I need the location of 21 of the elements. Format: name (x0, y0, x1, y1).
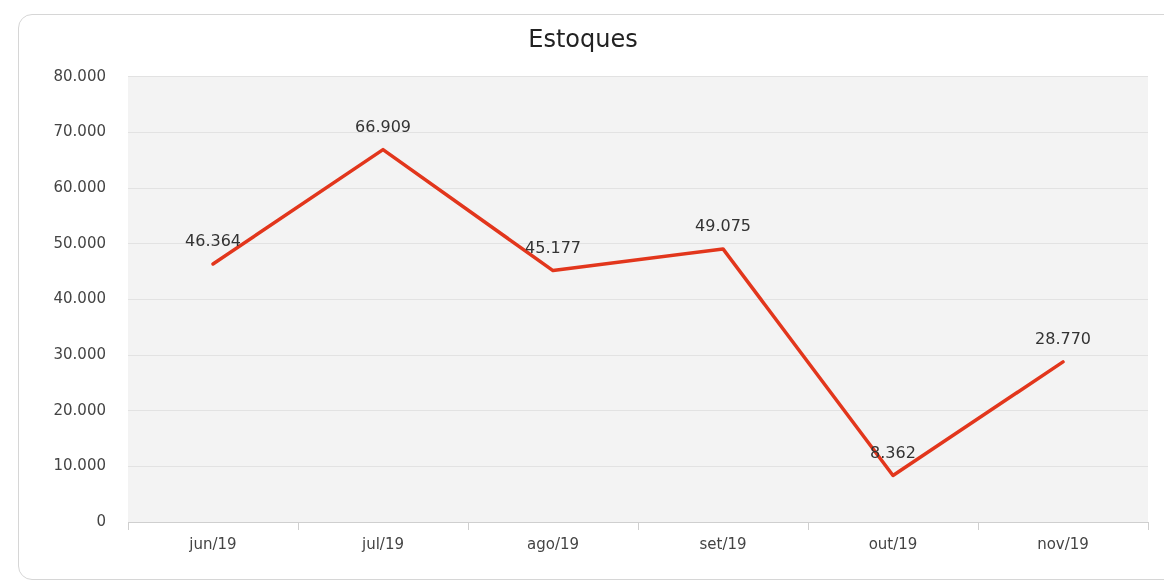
y-tick-label: 70.000 (53, 122, 106, 141)
y-tick-label: 20.000 (53, 400, 106, 419)
x-tick-label: set/19 (699, 534, 747, 553)
data-label: 45.177 (525, 237, 581, 257)
x-tick-label: ago/19 (526, 534, 580, 553)
y-tick-label: 50.000 (53, 233, 106, 252)
x-tick-label: jun/19 (188, 534, 237, 553)
y-tick-label: 60.000 (53, 177, 106, 196)
data-label: 66.909 (355, 116, 411, 136)
data-label: 49.075 (695, 216, 751, 236)
y-tick-label: 80.000 (53, 66, 106, 85)
x-tick-label: jul/19 (361, 534, 404, 553)
chart-title: Estoques (528, 24, 638, 53)
data-label: 46.364 (185, 231, 241, 251)
y-tick-label: 0 (96, 511, 106, 530)
x-tick-label: nov/19 (1037, 534, 1089, 553)
data-label: 28.770 (1035, 329, 1091, 349)
x-tick-label: out/19 (868, 534, 918, 553)
y-tick-label: 30.000 (53, 344, 106, 363)
y-tick-label: 10.000 (53, 456, 106, 475)
y-tick-label: 40.000 (53, 289, 106, 308)
